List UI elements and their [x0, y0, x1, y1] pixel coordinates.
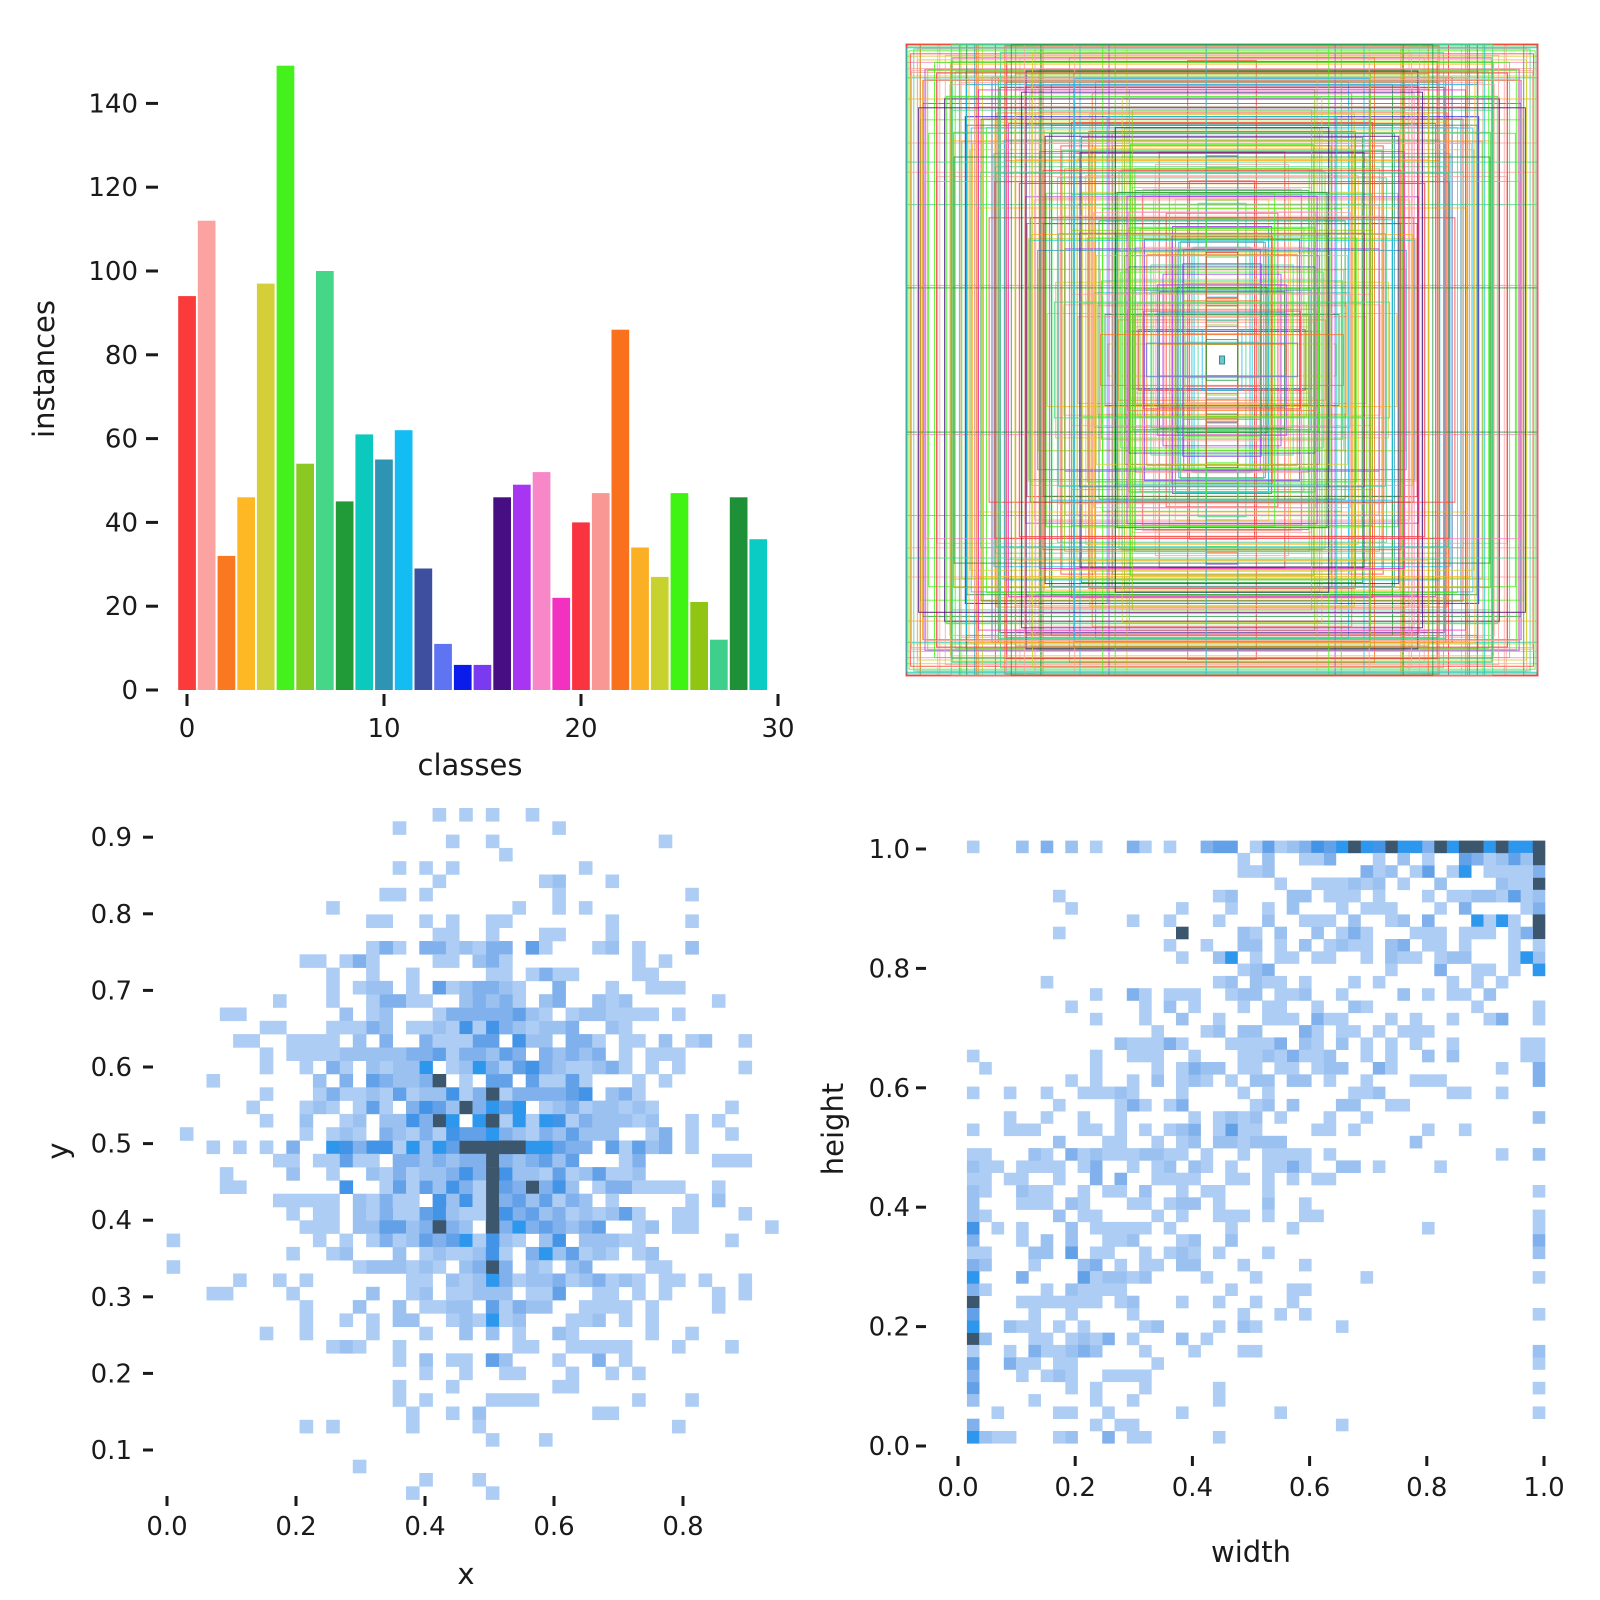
xy-heatmap-subplot: 0.1 0.2 0.3 0.4 0.5 0.6 0.7 0.8 0.9 0.0 0.2 0.4 0.6 0…	[0, 790, 800, 1600]
svg-text:0.6: 0.6	[1289, 1473, 1330, 1503]
svg-text:0: 0	[179, 714, 196, 744]
svg-text:0.8: 0.8	[1406, 1473, 1447, 1503]
svg-text:0.3: 0.3	[91, 1283, 132, 1313]
svg-text:140: 140	[88, 89, 138, 119]
bounding-boxes-subplot	[898, 36, 1548, 686]
svg-text:1.0: 1.0	[869, 835, 910, 865]
wh-ylabel: height	[816, 1082, 850, 1176]
svg-text:0.1: 0.1	[91, 1436, 132, 1466]
svg-text:1.0: 1.0	[1523, 1473, 1564, 1503]
svg-text:80: 80	[105, 341, 138, 371]
svg-text:0.4: 0.4	[91, 1206, 132, 1236]
svg-text:0.6: 0.6	[869, 1074, 910, 1104]
svg-text:0.6: 0.6	[533, 1512, 574, 1542]
svg-text:0.0: 0.0	[869, 1432, 910, 1462]
svg-text:0.2: 0.2	[1055, 1473, 1096, 1503]
svg-text:0.8: 0.8	[91, 900, 132, 930]
svg-text:0.4: 0.4	[869, 1193, 910, 1223]
svg-text:40: 40	[105, 508, 138, 538]
class-histogram-subplot: 0 20 40 60 80 100 120 140 0 10 20 30 instances clas…	[0, 0, 800, 790]
bar-xlabel: classes	[417, 748, 523, 782]
svg-text:0.8: 0.8	[869, 954, 910, 984]
bounding-boxes-canvas	[905, 43, 1539, 677]
svg-text:100: 100	[88, 257, 138, 287]
svg-text:20: 20	[564, 714, 597, 744]
class-histogram-canvas: 0 20 40 60 80 100 120 140 0 10 20 30	[88, 65, 795, 744]
xy-heatmap-canvas: 0.1 0.2 0.3 0.4 0.5 0.6 0.7 0.8 0.9 0.0 0.2 0.4 0.6 0…	[91, 808, 779, 1542]
svg-text:20: 20	[105, 592, 138, 622]
svg-text:0.7: 0.7	[91, 976, 132, 1006]
svg-text:0.8: 0.8	[662, 1512, 703, 1542]
svg-text:0.2: 0.2	[275, 1512, 316, 1542]
svg-text:0.5: 0.5	[91, 1130, 132, 1160]
svg-text:0.0: 0.0	[937, 1473, 978, 1503]
svg-text:10: 10	[367, 714, 400, 744]
svg-text:30: 30	[761, 714, 794, 744]
svg-text:0.4: 0.4	[404, 1512, 445, 1542]
xy-ylabel: y	[41, 1142, 75, 1160]
svg-text:120: 120	[88, 173, 138, 203]
svg-text:0.0: 0.0	[146, 1512, 187, 1542]
svg-text:0: 0	[121, 676, 138, 706]
svg-text:0.6: 0.6	[91, 1053, 132, 1083]
svg-text:0.2: 0.2	[869, 1313, 910, 1343]
wh-xlabel: width	[1211, 1535, 1291, 1569]
svg-text:0.4: 0.4	[1172, 1473, 1213, 1503]
wh-heatmap-canvas: 0.0 0.2 0.4 0.6 0.8 1.0 0.0 0.2 0.4 0.6 0.8 1.0	[869, 835, 1565, 1503]
svg-text:0.9: 0.9	[91, 823, 132, 853]
wh-heatmap-subplot: 0.0 0.2 0.4 0.6 0.8 1.0 0.0 0.2 0.4 0.6 0.8 1.0 hei…	[800, 790, 1600, 1600]
xy-xlabel: x	[457, 1557, 475, 1591]
svg-text:0.2: 0.2	[91, 1359, 132, 1389]
bar-ylabel: instances	[27, 300, 61, 438]
svg-text:60: 60	[105, 425, 138, 455]
